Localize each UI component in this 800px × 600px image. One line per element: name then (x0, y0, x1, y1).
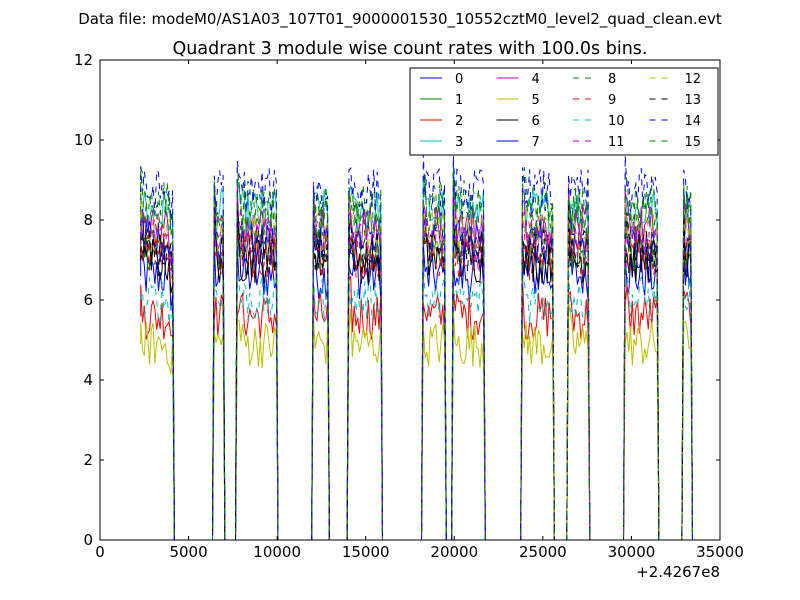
x-tick-label: 10000 (253, 543, 301, 561)
x-tick-label: 30000 (608, 543, 656, 561)
series-line-8 (140, 160, 693, 541)
series-line-3 (140, 164, 693, 541)
plot-lines (140, 153, 693, 541)
legend-label-3: 3 (455, 135, 463, 150)
series-line-15 (140, 170, 693, 541)
figure-suptitle: Data file: modeM0/AS1A03_107T01_90000015… (78, 10, 722, 29)
y-tick-label: 6 (83, 291, 93, 309)
legend-label-6: 6 (532, 114, 540, 129)
legend-label-11: 11 (608, 135, 625, 150)
x-tick-label: 20000 (430, 543, 478, 561)
series-line-5 (140, 302, 693, 541)
axis-ticks: 0 5000 10000 15000 20000 25000 30000 35000 0 2 4 6 8… (74, 51, 744, 561)
series-line-2 (140, 275, 693, 541)
series-line-10 (140, 263, 693, 541)
legend-label-0: 0 (455, 72, 463, 87)
y-tick-label: 2 (83, 451, 93, 469)
legend-label-9: 9 (608, 93, 616, 108)
chart-title: Quadrant 3 module wise count rates with … (173, 39, 648, 59)
y-tick-label: 4 (83, 371, 93, 389)
x-tick-label: 0 (95, 543, 105, 561)
legend-label-10: 10 (608, 114, 625, 129)
legend-label-15: 15 (685, 135, 702, 150)
legend-label-12: 12 (685, 72, 702, 87)
legend-label-5: 5 (532, 93, 540, 108)
legend-label-7: 7 (532, 135, 540, 150)
y-tick-label: 0 (83, 531, 93, 549)
legend-label-1: 1 (455, 93, 463, 108)
legend-label-4: 4 (532, 72, 540, 87)
legend-label-13: 13 (685, 93, 702, 108)
x-tick-label: 25000 (519, 543, 567, 561)
x-tick-label: 5000 (169, 543, 207, 561)
x-tick-label: 15000 (342, 543, 390, 561)
legend-label-2: 2 (455, 114, 463, 129)
series-line-14 (140, 153, 693, 541)
y-tick-label: 12 (74, 51, 93, 69)
series-line-6 (140, 205, 693, 541)
x-offset-label: +2.4267e8 (636, 563, 720, 581)
x-tick-label: 35000 (696, 543, 744, 561)
y-tick-label: 8 (83, 211, 93, 229)
legend-label-8: 8 (608, 72, 616, 87)
series-line-11 (140, 184, 693, 541)
y-tick-label: 10 (74, 131, 93, 149)
series-line-13 (140, 200, 693, 541)
legend-label-14: 14 (685, 114, 702, 129)
